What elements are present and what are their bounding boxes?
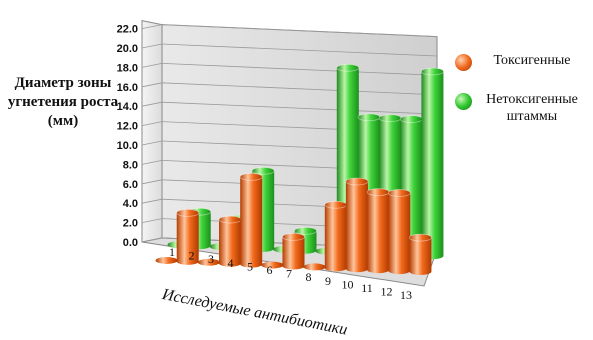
bar-nontoxigenic-7-top [294, 226, 317, 235]
bar-toxigenic-12-top [387, 189, 411, 197]
y-tick-label: 8.0 [123, 159, 138, 171]
bar-toxigenic-8 [303, 263, 326, 271]
y-tick-label: 16.0 [117, 82, 138, 94]
bar-toxigenic-10 [345, 177, 369, 273]
gridline [161, 43, 438, 57]
y-tick-label: 10.0 [117, 140, 138, 152]
bar-nontoxigenic-13-body [421, 71, 444, 260]
gridline-side [141, 63, 163, 68]
gridline-side [141, 237, 163, 243]
gridline-side [141, 179, 163, 185]
bar-toxigenic-13 [409, 233, 432, 276]
gridline-side [141, 24, 163, 29]
bar-nontoxigenic-10-top [357, 113, 381, 122]
bar-toxigenic-10-top [345, 177, 369, 186]
y-tick-label: 20.0 [117, 43, 138, 55]
x-tick-label: 1 [169, 245, 175, 259]
bar-toxigenic-12 [387, 189, 411, 275]
bar-toxigenic-2 [176, 208, 200, 265]
y-tick-label: 22.0 [117, 24, 138, 36]
bar-toxigenic-3 [197, 258, 220, 266]
bar-chart-3d: 0.0 2.0 4.0 6.0 8.0 10.0 12.0 14.0 16.0 18.0 20.0 2… [117, 19, 444, 302]
bar-toxigenic-11-body [367, 192, 390, 274]
bar-toxigenic-8-disc [303, 263, 326, 271]
bar-toxigenic-6 [261, 261, 284, 269]
gridline [161, 24, 438, 37]
y-tick-label: 6.0 [123, 179, 138, 191]
y-tick-label: 18.0 [117, 62, 138, 74]
x-tick-label: 6 [267, 263, 273, 277]
x-tick-label: 13 [400, 288, 412, 302]
bar-toxigenic-11-top [366, 188, 390, 196]
side-wall [141, 19, 163, 243]
bar-toxigenic-5-top [239, 172, 263, 181]
legend-label-toxigenic: Токсигенные [493, 53, 571, 68]
bar-nontoxigenic-12-top [399, 115, 423, 123]
bar-toxigenic-4-top [218, 215, 242, 224]
bar-nontoxigenic-13-top [421, 67, 444, 76]
bar-toxigenic-2-body [176, 212, 199, 265]
bar-toxigenic-1-disc [155, 256, 178, 264]
gridline [161, 101, 438, 115]
gridline [161, 63, 438, 76]
gridline-side [141, 43, 163, 49]
bar-toxigenic-10-body [345, 181, 368, 273]
bar-toxigenic-7-body [282, 236, 305, 270]
y-tick-label: 2.0 [123, 218, 138, 230]
x-tick-label: 9 [325, 274, 331, 288]
bar-toxigenic-4 [218, 215, 242, 267]
bar-toxigenic-2-top [176, 208, 200, 217]
y-tick-label: 14.0 [117, 101, 138, 113]
bar-nontoxigenic-13 [421, 67, 444, 260]
gridline-side [141, 121, 163, 126]
x-tick-label: 5 [247, 259, 253, 273]
bar-toxigenic-9-top [324, 200, 348, 209]
legend: Токсигенные Нетоксигенные штаммы [455, 52, 590, 145]
x-tick-label: 2 [189, 249, 195, 263]
x-tick-label: 11 [361, 281, 373, 295]
gridline-side [141, 101, 163, 107]
legend-item-toxigenic: Токсигенные [455, 52, 590, 71]
bar-nontoxigenic-11-top [378, 114, 402, 123]
bar-toxigenic-11 [366, 188, 390, 274]
gridline-side [141, 82, 163, 88]
bar-toxigenic-13-body [409, 237, 432, 276]
y-tick-label: 12.0 [117, 121, 138, 133]
bar-toxigenic-5 [239, 172, 263, 268]
bar-toxigenic-12-body [388, 193, 411, 275]
bar-nontoxigenic-9-top [336, 63, 360, 72]
bar-nontoxigenic-5-top [251, 166, 275, 175]
x-tick-label: 7 [286, 267, 292, 281]
x-tick-label: 12 [381, 285, 393, 299]
y-axis-label: Диаметр зоны угнетения роста (мм) [7, 75, 119, 129]
bar-toxigenic-9 [324, 200, 348, 272]
bar-toxigenic-13-top [409, 233, 432, 242]
bar-toxigenic-5-body [240, 176, 263, 268]
bar-toxigenic-1 [155, 256, 178, 264]
legend-swatch-green [455, 93, 472, 110]
bar-toxigenic-9-body [324, 204, 347, 272]
gridline-side [141, 198, 163, 204]
gridline-side [141, 140, 163, 146]
x-tick-label: 4 [228, 256, 234, 270]
bar-toxigenic-6-disc [261, 261, 284, 269]
x-tick-label: 3 [208, 252, 214, 266]
legend-item-nontoxigenic: Нетоксигенные штаммы [455, 91, 590, 125]
gridline-side [141, 218, 163, 223]
x-tick-label: 8 [306, 270, 312, 284]
y-tick-label: 4.0 [123, 198, 138, 210]
bar-toxigenic-7-top [282, 232, 305, 241]
gridline-side [141, 160, 163, 165]
y-tick-label: 0.0 [123, 237, 138, 249]
bar-toxigenic-3-disc [197, 258, 220, 266]
bar-toxigenic-7 [282, 232, 305, 270]
x-tick-label: 10 [342, 277, 354, 291]
legend-swatch-orange [455, 54, 472, 71]
legend-label-nontoxigenic: Нетоксигенные штаммы [486, 92, 578, 124]
gridline [161, 82, 438, 96]
bar-toxigenic-4-body [219, 219, 242, 267]
